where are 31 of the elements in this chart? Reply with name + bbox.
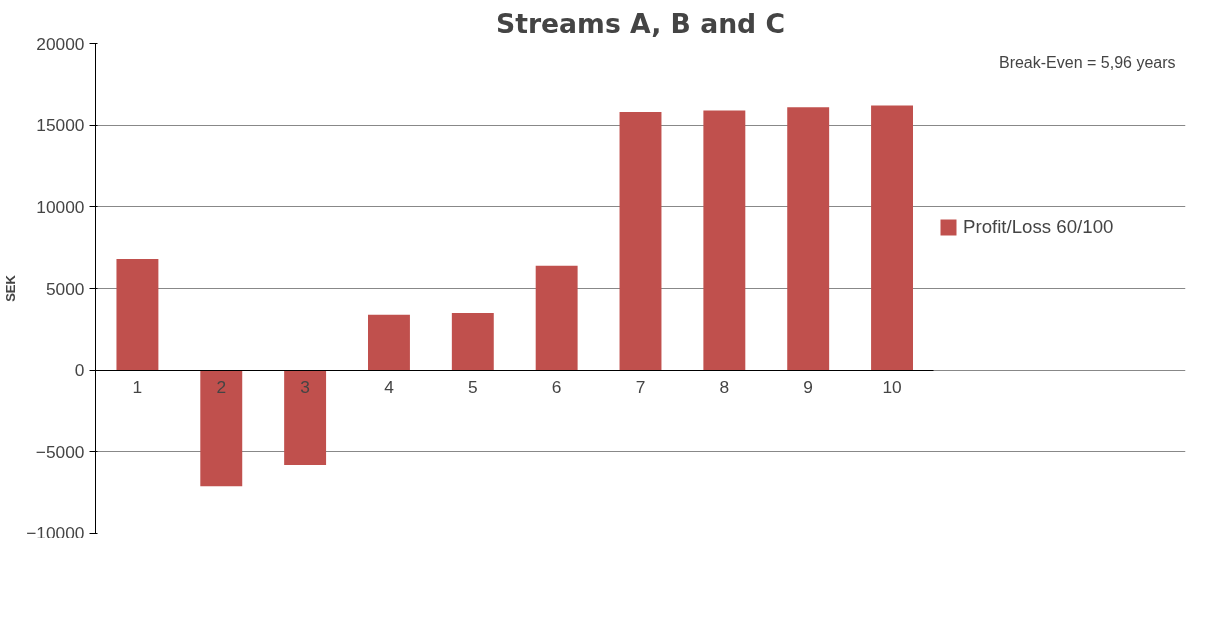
legend-label: Profit/Loss 60/100: [963, 216, 1114, 238]
y-tick-label: 20000: [36, 33, 85, 54]
bar: [368, 314, 410, 371]
text: Break-Even = 5,96 years: [998, 53, 1176, 71]
y-tick-label: 10000: [36, 196, 85, 217]
x-tick-label: 5: [467, 377, 478, 398]
bar: [284, 370, 327, 465]
x-tick-label: 2: [216, 377, 227, 398]
x-tick-label: 9: [803, 377, 814, 398]
x-tick-label: 7: [635, 377, 646, 398]
y-axis-title: SEK: [3, 274, 19, 302]
x-tick-label: 1: [132, 377, 143, 398]
x-tick-label: 6: [551, 377, 562, 398]
x-tick-label: 10: [882, 377, 902, 398]
x-tick-label: 3: [300, 377, 310, 398]
y-tick-label: −5000: [35, 441, 85, 462]
bar: [451, 313, 494, 371]
bar: [535, 265, 578, 371]
y-tick-label: 15000: [36, 115, 85, 136]
y-tick-label: 0: [74, 360, 85, 381]
y-tick-label: −10000: [26, 522, 85, 543]
bar: [787, 107, 830, 371]
bar: [619, 112, 662, 371]
y-tick-label: 5000: [45, 278, 85, 299]
x-tick-label: 4: [384, 377, 395, 398]
chart-title: Streams A, B and C: [495, 7, 786, 39]
bar: [116, 259, 159, 371]
x-tick-label: 8: [719, 377, 730, 398]
bar: [703, 110, 746, 371]
bar: [871, 105, 913, 371]
bar: [200, 370, 243, 487]
